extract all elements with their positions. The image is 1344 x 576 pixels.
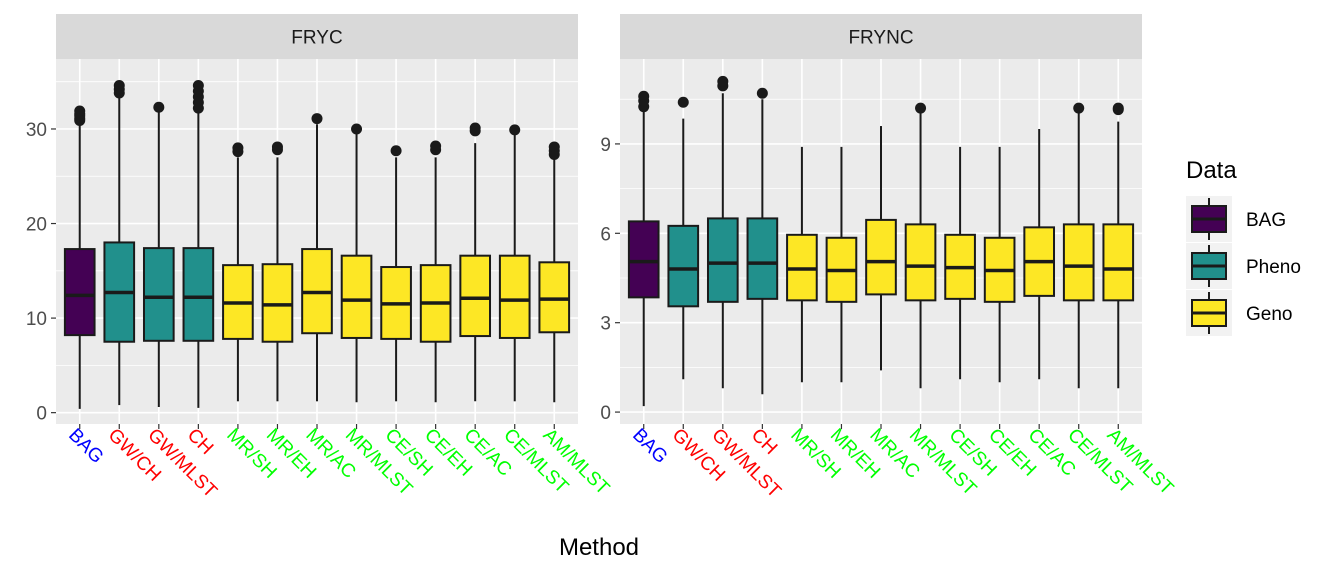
- legend-key-pheno: Pheno: [1186, 243, 1301, 289]
- box-body: [627, 220, 660, 299]
- legend-key-geno: Geno: [1186, 290, 1292, 336]
- box-body: [1062, 223, 1095, 302]
- y-tick-label: 9: [600, 135, 611, 156]
- legend-label: Pheno: [1246, 257, 1301, 278]
- box-mr-ac: [301, 113, 333, 402]
- box-ch: [746, 87, 779, 395]
- box-body: [498, 254, 531, 339]
- legend-label: Geno: [1246, 304, 1292, 325]
- outlier-point: [113, 79, 125, 91]
- legend-label: BAG: [1246, 210, 1286, 231]
- box-am-mlst: [1102, 102, 1135, 389]
- outlier-point: [351, 123, 363, 135]
- facet-label: FRYC: [291, 28, 342, 49]
- box-body: [706, 217, 739, 303]
- box-mr-sh: [786, 146, 818, 383]
- outlier-point: [271, 141, 283, 153]
- outlier-point: [74, 105, 86, 117]
- box-mr-mlst: [904, 102, 937, 389]
- outlier-point: [430, 140, 442, 152]
- outlier-point: [915, 102, 927, 114]
- legend-title: Data: [1186, 157, 1237, 184]
- box-body: [746, 217, 779, 300]
- box-body: [261, 263, 294, 343]
- outlier-point: [469, 122, 481, 134]
- facet-strip: [620, 14, 1142, 59]
- box-mr-eh: [261, 141, 294, 402]
- box-ce-eh: [983, 146, 1016, 383]
- box-body: [459, 254, 492, 338]
- outlier-point: [390, 145, 402, 157]
- box-mr-eh: [825, 146, 858, 383]
- box-body: [667, 224, 700, 308]
- outlier-point: [311, 113, 323, 125]
- box-ch: [182, 79, 215, 408]
- box-mr-mlst: [340, 123, 373, 403]
- y-tick-label: 10: [26, 309, 47, 330]
- x-category-label: BAG: [628, 425, 671, 468]
- facet-label: FRYNC: [848, 28, 913, 49]
- box-bag: [627, 90, 660, 407]
- box-gw-mlst: [706, 75, 739, 389]
- outlier-point: [1073, 102, 1085, 114]
- y-tick-label: 6: [600, 224, 611, 245]
- box-ce-sh: [380, 145, 412, 402]
- outlier-point: [548, 141, 560, 153]
- outlier-point: [677, 96, 689, 108]
- box-body: [63, 248, 96, 337]
- box-mr-ac: [865, 126, 897, 371]
- box-body: [182, 247, 215, 342]
- outlier-point: [638, 90, 650, 102]
- y-tick-label: 0: [36, 404, 47, 425]
- facet-strip: [56, 14, 578, 59]
- box-gw-ch: [103, 79, 136, 406]
- box-bag: [63, 105, 96, 409]
- box-gw-mlst: [142, 101, 175, 407]
- y-tick-label: 30: [26, 120, 47, 141]
- y-tick-label: 3: [600, 314, 611, 335]
- outlier-point: [1112, 102, 1124, 114]
- box-ce-ac: [459, 122, 492, 402]
- box-gw-ch: [667, 96, 700, 380]
- box-ce-eh: [419, 140, 452, 403]
- outlier-point: [717, 75, 729, 87]
- y-tick-label: 20: [26, 215, 47, 236]
- box-body: [340, 254, 373, 339]
- box-body: [865, 218, 897, 296]
- box-body: [904, 223, 937, 302]
- box-body: [142, 247, 175, 342]
- box-ce-ac: [1023, 129, 1056, 380]
- box-am-mlst: [538, 141, 571, 403]
- outlier-point: [756, 87, 768, 99]
- box-ce-mlst: [498, 124, 531, 402]
- legend-key-bag: BAG: [1186, 196, 1286, 242]
- box-ce-mlst: [1062, 102, 1095, 389]
- box-body: [1102, 223, 1135, 302]
- x-category-label: BAG: [64, 425, 107, 468]
- box-body: [538, 261, 571, 334]
- x-axis-title: Method: [559, 534, 639, 561]
- outlier-point: [153, 101, 165, 113]
- box-mr-sh: [222, 142, 254, 402]
- y-tick-label: 0: [600, 403, 611, 424]
- box-ce-sh: [944, 146, 976, 380]
- outlier-point: [192, 79, 204, 91]
- outlier-point: [232, 142, 244, 154]
- outlier-point: [509, 124, 521, 136]
- legend: Data BAG Pheno Geno: [1186, 157, 1301, 336]
